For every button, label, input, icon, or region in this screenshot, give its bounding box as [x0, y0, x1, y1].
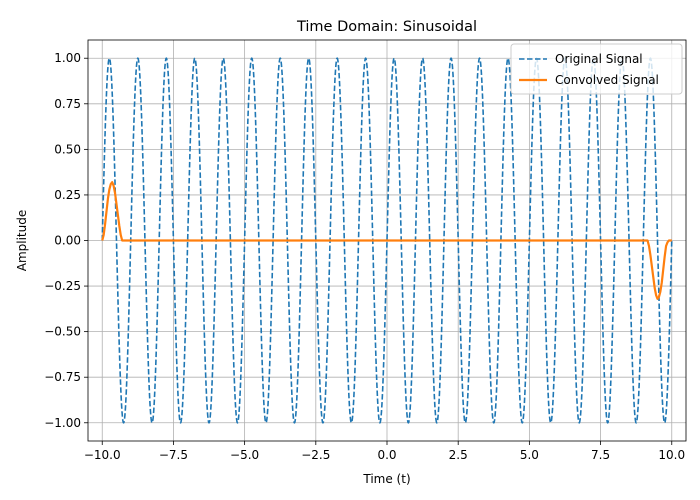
legend-label-original-signal: Original Signal — [555, 52, 643, 66]
x-tick-label: −10.0 — [84, 448, 121, 462]
x-tick-label: 2.5 — [449, 448, 468, 462]
chart-title: Time Domain: Sinusoidal — [296, 19, 477, 35]
y-tick-label: −0.75 — [44, 370, 81, 384]
y-tick-label: 0.25 — [54, 188, 81, 202]
y-tick-label: 0.75 — [54, 97, 81, 111]
plot-series — [101, 57, 673, 424]
y-tick-label: −0.50 — [44, 325, 81, 339]
legend-label-convolved-signal: Convolved Signal — [555, 73, 659, 87]
y-tick-label: 0.50 — [54, 142, 81, 156]
y-tick-label: −1.00 — [44, 416, 81, 430]
x-tick-label: 0.0 — [377, 448, 396, 462]
axis-ticks: −10.0 −7.5 −5.0 −2.5 0.0 2.5 5.0 7.5 10.0 1.00 0.7… — [44, 51, 685, 462]
x-tick-label: −5.0 — [230, 448, 259, 462]
x-axis-label: Time (t) — [362, 472, 410, 486]
y-tick-label: 0.00 — [54, 234, 81, 248]
x-tick-label: 7.5 — [591, 448, 610, 462]
series-line-convolved-signal — [101, 181, 672, 300]
legend: Original Signal Convolved Signal — [510, 43, 683, 95]
legend-box — [510, 43, 683, 95]
x-tick-label: 10.0 — [658, 448, 685, 462]
x-tick-label: 5.0 — [520, 448, 539, 462]
y-tick-label: 1.00 — [54, 51, 81, 65]
x-tick-label: −7.5 — [159, 448, 188, 462]
x-tick-label: −2.5 — [301, 448, 330, 462]
y-tick-label: −0.25 — [44, 279, 81, 293]
y-axis-label: Amplitude — [15, 210, 29, 272]
